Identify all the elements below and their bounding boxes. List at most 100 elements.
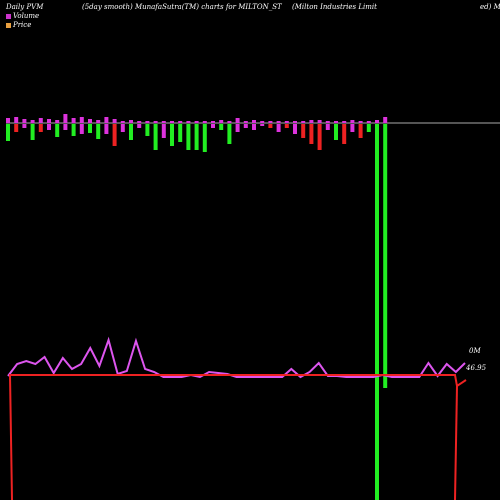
volume-bar-up [6, 118, 10, 123]
volume-bar-down [243, 124, 248, 128]
volume-value-label: 0M [469, 347, 481, 355]
volume-bar-down [227, 124, 232, 144]
pvm-line [7, 336, 466, 379]
volume-bar-up [14, 117, 19, 123]
volume-bar-down [219, 124, 224, 130]
volume-bar-up [96, 120, 101, 123]
volume-bar-down [79, 124, 84, 134]
volume-bar-down [153, 124, 158, 150]
volume-bar-down [47, 124, 51, 130]
volume-bar-up [120, 121, 125, 123]
volume-bar-up [186, 121, 191, 123]
volume-bar-up [170, 121, 174, 123]
volume-bar-down [71, 124, 76, 136]
volume-bar-down [63, 124, 68, 130]
legend-price: Price [6, 21, 31, 29]
volume-bar-down [268, 124, 273, 128]
volume-bar-down [350, 124, 355, 132]
volume-bar-down [120, 124, 125, 132]
volume-bar-up [260, 121, 265, 123]
chart-title-main: (5day smooth) MunafaSutra(TM) charts for… [82, 3, 282, 11]
volume-bar-up [194, 121, 199, 123]
volume-bar-up [342, 121, 347, 123]
volume-bar-up [334, 121, 338, 123]
volume-bar-down [235, 124, 240, 132]
volume-bar-down [284, 124, 289, 128]
volume-bar-down [161, 124, 166, 138]
chart-title-left: Daily PVM [6, 3, 44, 11]
volume-bar-up [88, 119, 92, 123]
legend-volume-label: Volume [13, 12, 40, 20]
volume-bar-up [79, 117, 84, 123]
volume-bar-down [202, 124, 207, 152]
volume-bar-up [22, 119, 27, 123]
volume-bar-down [309, 124, 314, 144]
volume-bar-down [325, 124, 330, 130]
volume-bar-down [293, 124, 297, 134]
volume-bar-up [178, 121, 183, 123]
volume-bar-down [178, 124, 183, 142]
volume-bar-down [170, 124, 174, 146]
volume-bar-down [38, 124, 43, 132]
volume-bar-up [153, 121, 158, 123]
volume-bar-up [137, 121, 142, 123]
legend-price-swatch [6, 22, 11, 28]
volume-bar-up [63, 114, 68, 123]
volume-bar-up [252, 120, 256, 123]
volume-bar-down [30, 124, 35, 140]
volume-bar-up [268, 121, 273, 123]
volume-bar-down [186, 124, 191, 150]
volume-bar-up [202, 121, 207, 123]
legend-price-label: Price [13, 21, 32, 29]
volume-bar-down [276, 124, 281, 132]
price-value-label: 46.95 [466, 364, 487, 372]
volume-bar-up [293, 121, 297, 123]
volume-bar-up [366, 121, 371, 123]
volume-bar-down [375, 124, 379, 500]
volume-bar-down [14, 124, 19, 132]
volume-bar-up [104, 117, 109, 123]
chart-title-right: ed) M [480, 3, 500, 11]
volume-bar-up [211, 121, 215, 123]
volume-bar-down [96, 124, 101, 139]
chart-title-company: (Milton Industries Limit [292, 3, 377, 11]
volume-bar-down [137, 124, 142, 128]
volume-bar-down [22, 124, 27, 128]
volume-bar-up [375, 120, 379, 123]
volume-bar-up [38, 118, 43, 123]
volume-bar-down [145, 124, 150, 136]
volume-bar-up [317, 120, 322, 123]
volume-bar-up [227, 121, 232, 123]
volume-bar-up [301, 121, 306, 123]
volume-bar-down [383, 124, 388, 388]
volume-bar-down [104, 124, 109, 134]
volume-bar-up [219, 120, 224, 123]
volume-bar-up [309, 120, 314, 123]
volume-bar-up [145, 121, 150, 123]
volume-bar-up [129, 120, 133, 123]
volume-bar-down [301, 124, 306, 138]
volume-bar-up [161, 121, 166, 123]
price-line [8, 374, 467, 500]
volume-bar-up [350, 120, 355, 123]
legend-volume-swatch [6, 13, 11, 19]
volume-bar-down [88, 124, 92, 133]
volume-bar-down [112, 124, 117, 146]
volume-bar-down [358, 124, 363, 138]
volume-bar-down [211, 124, 215, 128]
legend-volume: Volume [6, 12, 39, 20]
volume-bar-down [334, 124, 338, 140]
volume-bar-up [284, 121, 289, 123]
volume-bar-up [112, 119, 117, 123]
volume-bar-up [55, 120, 60, 123]
volume-bar-down [317, 124, 322, 150]
volume-bar-up [276, 121, 281, 123]
volume-bar-down [194, 124, 199, 150]
volume-bar-down [342, 124, 347, 144]
volume-bar-up [325, 121, 330, 123]
volume-bar-up [358, 121, 363, 123]
volume-bar-down [6, 124, 10, 141]
volume-bar-up [243, 121, 248, 123]
volume-bar-up [235, 118, 240, 123]
